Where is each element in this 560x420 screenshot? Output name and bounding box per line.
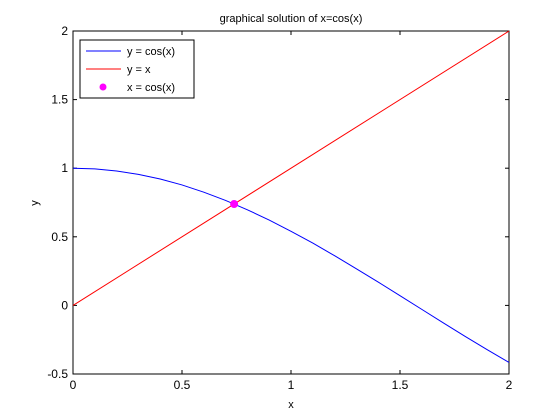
y-tick-label: 1.5 xyxy=(51,93,68,107)
y-tick-label: 2 xyxy=(61,24,68,38)
legend-label-identity: y = x xyxy=(127,64,151,76)
x-tick-label: 1 xyxy=(288,378,295,392)
chart-title: graphical solution of x=cos(x) xyxy=(220,13,363,25)
ticks-layer: 0 0.5 1 1.5 2-0.500.511.52 xyxy=(47,24,512,392)
x-tick-label: 0 xyxy=(70,378,77,392)
x-axis-label: x xyxy=(288,399,294,411)
solution-point xyxy=(230,200,239,209)
y-axis-label: y xyxy=(29,200,41,206)
y-tick-label: 0.5 xyxy=(51,230,68,244)
x-tick-label: 2 xyxy=(506,378,513,392)
x-tick-label: 1.5 xyxy=(392,378,409,392)
series-layer xyxy=(72,30,510,363)
legend-swatch-solution xyxy=(99,83,107,91)
legend: y = cos(x) y = x x = cos(x) xyxy=(79,39,195,99)
series-line-cos xyxy=(72,167,510,363)
y-tick-label: 1 xyxy=(61,161,68,175)
x-tick-label: 0.5 xyxy=(174,378,191,392)
legend-label-cos: y = cos(x) xyxy=(127,46,175,58)
y-tick-label: -0.5 xyxy=(47,367,68,381)
y-tick-label: 0 xyxy=(61,298,68,312)
legend-label-solution: x = cos(x) xyxy=(127,82,175,94)
series-line-identity xyxy=(72,30,510,306)
